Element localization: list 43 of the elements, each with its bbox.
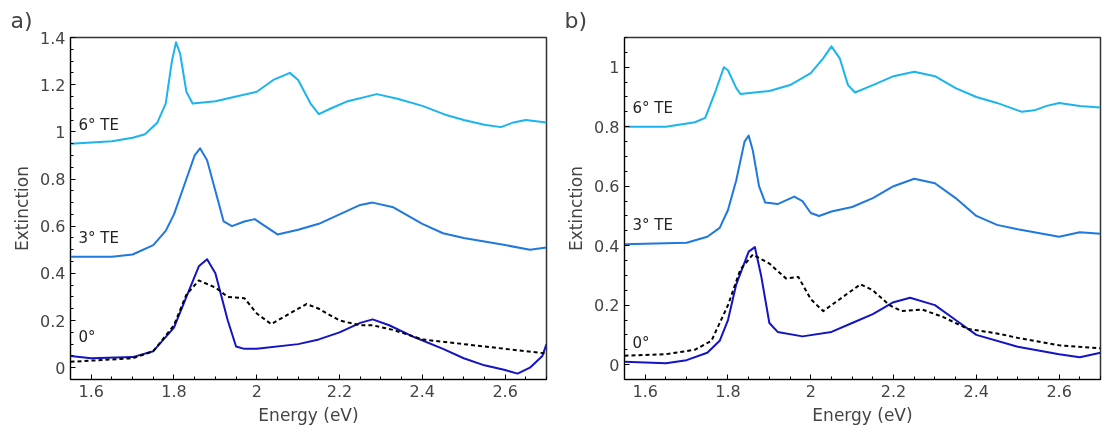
x-tick-label: 1.6 xyxy=(78,381,104,401)
y-tick-label: 0.8 xyxy=(40,170,66,190)
y-tick-label: 0.6 xyxy=(594,177,620,197)
chart-title: a) xyxy=(10,7,33,33)
x-tick-label: 2.4 xyxy=(963,381,990,401)
y-tick-label: 1 xyxy=(55,122,66,142)
x-axis-title: Energy (eV) xyxy=(812,404,913,425)
x-tick-label: 2.4 xyxy=(409,381,436,401)
line-series xyxy=(624,134,1101,246)
y-tick-label: 0.6 xyxy=(40,217,66,237)
y-tick-label: 0 xyxy=(609,355,620,375)
x-tick-label: 2.6 xyxy=(492,381,518,401)
series-label: 6° TE xyxy=(632,98,673,117)
y-tick-label: 0.2 xyxy=(594,296,620,316)
y-tick-label: 0.4 xyxy=(40,264,66,284)
y-tick-label: 0.2 xyxy=(40,311,66,331)
x-tick-label: 2.2 xyxy=(880,381,907,401)
x-tick-label: 1.8 xyxy=(161,381,187,401)
line-series xyxy=(70,147,547,258)
series-label: 0° xyxy=(78,327,96,346)
chart-title: b) xyxy=(564,7,588,33)
y-tick-label: 1.4 xyxy=(40,28,66,48)
y-tick-label: 1 xyxy=(609,58,620,78)
series-label: 6° TE xyxy=(78,115,119,134)
x-tick-label: 2.6 xyxy=(1046,381,1072,401)
y-tick-label: 0 xyxy=(55,358,66,378)
series-label: 3° TE xyxy=(78,228,119,247)
x-axis-title: Energy (eV) xyxy=(258,404,359,425)
y-axis-title: Extinction xyxy=(12,166,33,251)
y-axis-title: Extinction xyxy=(566,166,587,251)
y-tick-label: 1.2 xyxy=(40,75,66,95)
x-tick-label: 2 xyxy=(251,381,262,401)
line-series xyxy=(70,41,547,145)
y-tick-label: 0.4 xyxy=(594,236,620,256)
x-tick-label: 2 xyxy=(805,381,816,401)
x-tick-label: 1.6 xyxy=(632,381,658,401)
y-tick-label: 0.8 xyxy=(594,117,620,137)
x-tick-label: 2.2 xyxy=(326,381,353,401)
line-series xyxy=(70,258,547,375)
line-series xyxy=(624,45,1101,128)
series-label: 0° xyxy=(632,333,650,352)
series-label: 3° TE xyxy=(632,216,673,235)
x-tick-label: 1.8 xyxy=(715,381,741,401)
